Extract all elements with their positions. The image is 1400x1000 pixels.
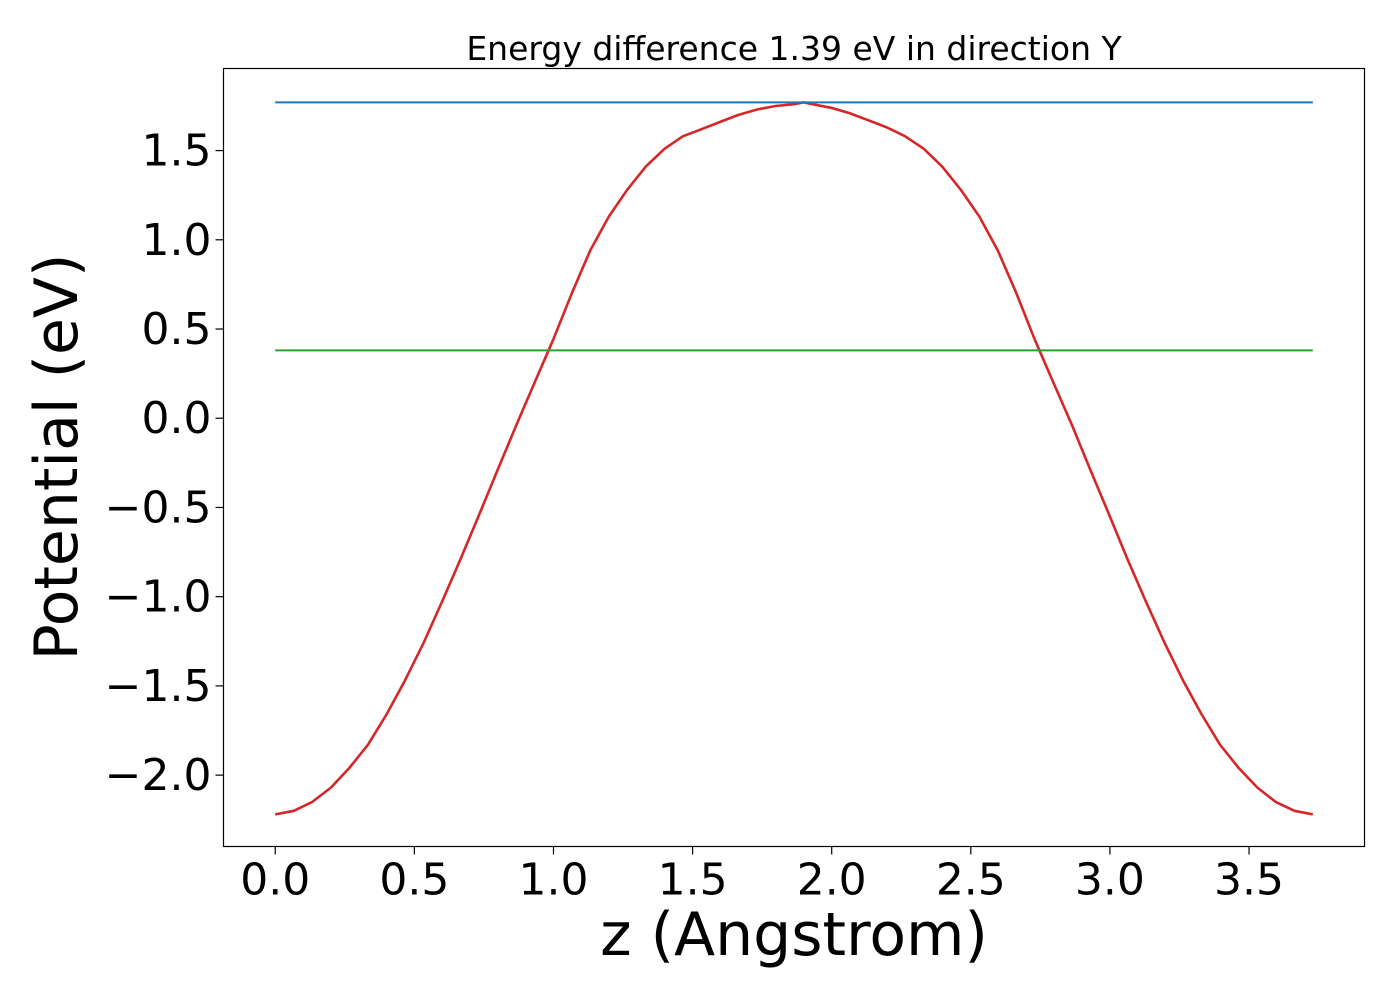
x-tick-label: 1.0	[518, 855, 588, 906]
y-axis-label: Potential (eV)	[22, 254, 92, 661]
x-tick-label: 3.0	[1075, 855, 1145, 906]
plot-frame	[222, 67, 1366, 848]
y-tick-label: 1.0	[142, 215, 212, 266]
y-tick-label: −1.0	[105, 572, 212, 623]
x-tick-label: 0.5	[379, 855, 449, 906]
chart-title: Energy difference 1.39 eV in direction Y	[466, 29, 1122, 68]
y-tick-label: 0.0	[142, 393, 212, 444]
y-tick-label: −0.5	[105, 482, 212, 533]
axis-ticks: 0.0 0.5 1.0 1.5 2.0 2.5 3.0 3.5 −2.0 −1.5 −1.0 −0.5…	[105, 126, 1284, 906]
y-tick-label: −2.0	[105, 750, 212, 801]
x-tick-label: 2.0	[797, 855, 867, 906]
x-tick-label: 1.5	[658, 855, 728, 906]
x-tick-label: 0.0	[240, 855, 310, 906]
x-tick-label: 2.5	[936, 855, 1006, 906]
y-tick-label: −1.5	[105, 661, 212, 712]
y-tick-label: 0.5	[142, 304, 212, 355]
y-tick-label: 1.5	[142, 126, 212, 177]
series-layer	[274, 101, 1314, 816]
x-axis-label: z (Angstrom)	[600, 900, 988, 970]
x-tick-label: 3.5	[1214, 855, 1284, 906]
